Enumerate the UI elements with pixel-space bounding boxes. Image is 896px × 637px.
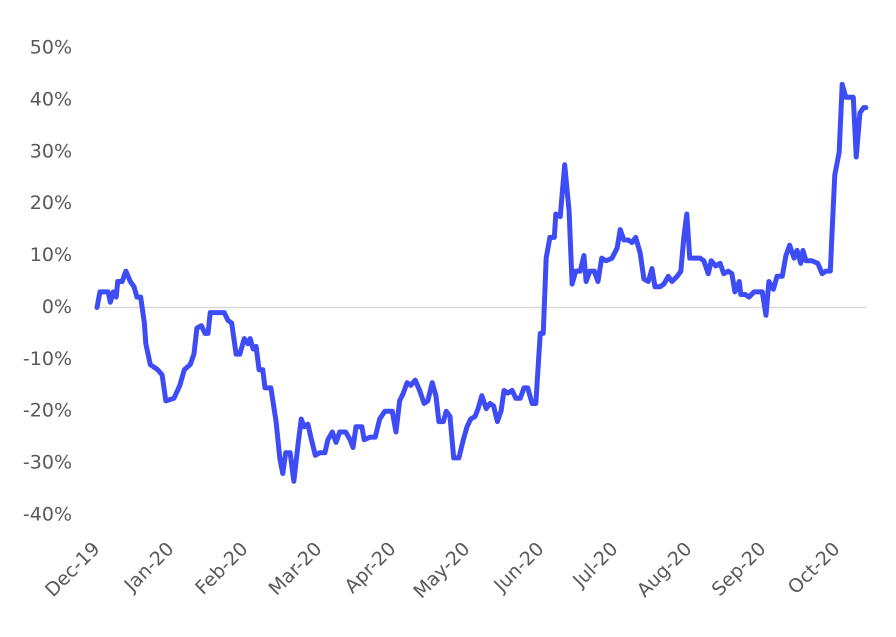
y-tick-label: -30%: [23, 452, 72, 474]
y-tick-label: 30%: [30, 140, 72, 162]
x-tick-label: Apr-20: [341, 538, 401, 598]
y-tick-label: 40%: [30, 88, 72, 110]
y-tick-label: -20%: [23, 400, 72, 422]
x-tick-label: Jul-20: [568, 538, 622, 592]
y-tick-label: -40%: [23, 504, 72, 526]
y-tick-label: 20%: [30, 192, 72, 214]
x-tick-label: Jan-20: [120, 538, 179, 597]
y-tick-label: 0%: [42, 296, 72, 318]
x-tick-label: May-20: [409, 538, 474, 603]
x-tick-label: Jun-20: [489, 538, 548, 597]
x-tick-label: Sep-20: [708, 538, 771, 601]
x-tick-label: Aug-20: [633, 538, 697, 602]
y-tick-label: -10%: [23, 348, 72, 370]
x-tick-label: Dec-19: [41, 538, 105, 602]
line-series: [94, 81, 869, 484]
x-tick-label: Feb-20: [191, 538, 252, 599]
y-tick-label: 50%: [30, 37, 72, 59]
y-tick-label: 10%: [30, 244, 72, 266]
x-tick-label: Oct-20: [784, 538, 845, 599]
x-tick-label: Mar-20: [264, 538, 326, 600]
